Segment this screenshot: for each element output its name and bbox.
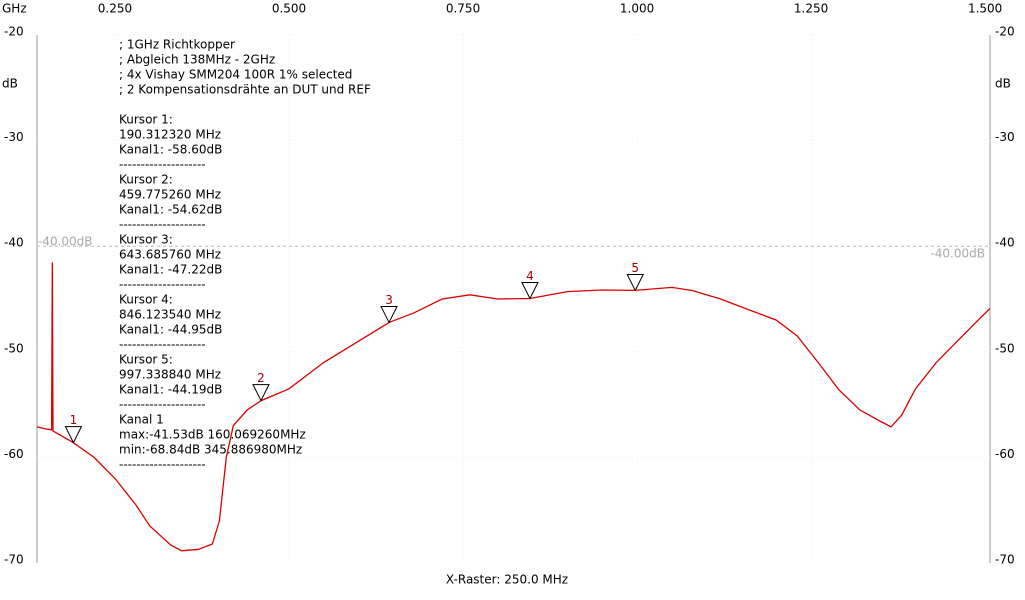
annotation-line: Kanal1: -54.62dB xyxy=(119,203,222,217)
cursor-marker xyxy=(380,305,398,324)
x-tick-label: 1.500 xyxy=(968,2,1002,16)
annotation-line: ; 2 Kompensationsdrähte an DUT und REF xyxy=(119,83,371,97)
annotation-line: 459.775260 MHz xyxy=(119,188,221,202)
y-axis-unit-right: dB xyxy=(995,77,1011,91)
cursor-label: 3 xyxy=(385,293,393,307)
annotation-line: ; 1GHz Richtkopper xyxy=(119,38,235,52)
annotation-line: -------------------- xyxy=(119,398,206,412)
annotation-line: max:-41.53dB 160.069260MHz xyxy=(119,428,306,442)
annotation-line: Kanal1: -58.60dB xyxy=(119,143,222,157)
x-raster-label: X-Raster: 250.0 MHz xyxy=(446,573,568,587)
annotation-line: Kursor 3: xyxy=(119,233,173,247)
y-tick-label-left: -50 xyxy=(4,341,24,355)
annotation-line: Kanal1: -44.19dB xyxy=(119,383,222,397)
annotation-line: ; 4x Vishay SMM204 100R 1% selected xyxy=(119,68,352,82)
annotation-line: 997.338840 MHz xyxy=(119,368,221,382)
y-tick-label-left: -20 xyxy=(4,25,24,39)
x-tick-label: 0.500 xyxy=(272,2,306,16)
annotation-line: min:-68.84dB 345.886980MHz xyxy=(119,443,302,457)
y-tick-label-right: -50 xyxy=(995,341,1015,355)
annotation-line: ; Abgleich 138MHz - 2GHz xyxy=(119,53,275,67)
y-tick-label-right: -30 xyxy=(995,130,1015,144)
cursor-marker xyxy=(252,384,270,402)
cursor-marker xyxy=(626,273,645,292)
annotation-line: -------------------- xyxy=(119,458,206,472)
annotation-line: 846.123540 MHz xyxy=(119,308,221,322)
x-tick-label: 1.000 xyxy=(620,2,654,16)
y-tick-label-left: -40 xyxy=(4,236,24,250)
annotation-line: Kanal 1 xyxy=(119,413,164,427)
x-axis-unit: GHz xyxy=(2,2,27,16)
cursor-label: 2 xyxy=(257,371,265,385)
annotation-line: Kanal1: -47.22dB xyxy=(119,263,222,277)
y-tick-label-left: -30 xyxy=(4,130,24,144)
annotation-line: Kanal1: -44.95dB xyxy=(119,323,222,337)
annotation-line: -------------------- xyxy=(119,278,206,292)
annotation-line: -------------------- xyxy=(119,158,206,172)
cursor-label: 4 xyxy=(526,269,534,283)
reference-label: -40.00dB xyxy=(930,247,985,261)
y-tick-label-left: -70 xyxy=(4,553,24,567)
annotation-line: Kursor 4: xyxy=(119,293,173,307)
cursor-label: 5 xyxy=(631,261,639,275)
annotation-line: -------------------- xyxy=(119,338,206,352)
annotation-line: Kursor 1: xyxy=(119,113,173,127)
x-tick-label: 0.750 xyxy=(446,2,480,16)
y-tick-label-right: -60 xyxy=(995,447,1015,461)
y-axis-unit-left: dB xyxy=(2,77,18,91)
annotation-line: 643.685760 MHz xyxy=(119,248,221,262)
annotation-line: -------------------- xyxy=(119,218,206,232)
reference-label: -40.00dB xyxy=(38,235,93,249)
cursor-marker xyxy=(521,281,539,300)
y-tick-label-right: -70 xyxy=(995,553,1015,567)
annotation-line: Kursor 5: xyxy=(119,353,173,367)
y-tick-label-right: -20 xyxy=(995,25,1015,39)
y-tick-label-left: -60 xyxy=(4,447,24,461)
y-tick-label-right: -40 xyxy=(995,236,1015,250)
trace xyxy=(36,262,991,552)
cursor-label: 1 xyxy=(70,413,78,427)
cursor-marker xyxy=(64,426,83,444)
x-tick-label: 1.250 xyxy=(794,2,828,16)
x-tick-label: 0.250 xyxy=(98,2,132,16)
annotation-line: 190.312320 MHz xyxy=(119,128,221,142)
annotation-line: Kursor 2: xyxy=(119,173,173,187)
